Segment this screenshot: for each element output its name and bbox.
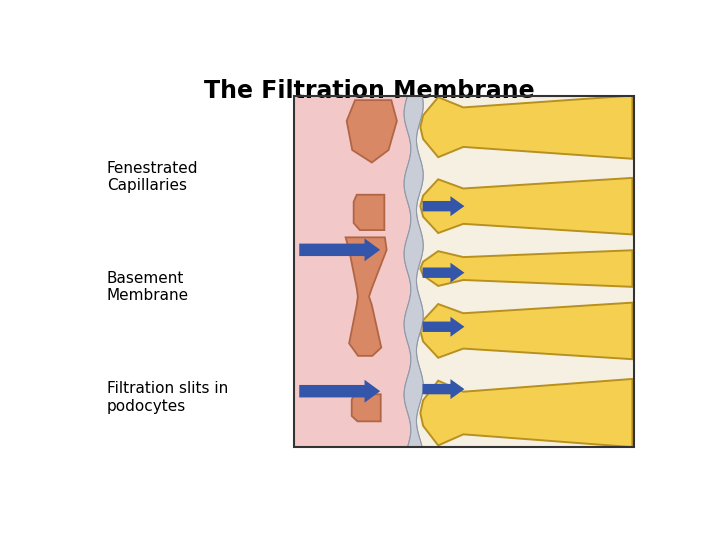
FancyArrow shape (423, 196, 464, 216)
FancyArrow shape (300, 380, 380, 403)
Bar (294, 96, 634, 447)
Polygon shape (420, 379, 632, 447)
Polygon shape (354, 195, 384, 230)
FancyArrow shape (423, 379, 464, 399)
Polygon shape (347, 100, 397, 163)
Text: Basement
Membrane: Basement Membrane (107, 271, 189, 303)
FancyArrow shape (423, 317, 464, 337)
Polygon shape (420, 178, 632, 234)
Polygon shape (404, 96, 423, 447)
Polygon shape (351, 394, 381, 421)
Polygon shape (346, 238, 387, 356)
Text: The Filtration Membrane: The Filtration Membrane (204, 79, 534, 103)
Polygon shape (420, 96, 632, 159)
Text: Filtration slits in
podocytes: Filtration slits in podocytes (107, 381, 228, 414)
Bar (413, 96, 634, 447)
FancyArrow shape (300, 238, 380, 261)
Bar (294, 96, 634, 447)
FancyArrow shape (423, 263, 464, 282)
Polygon shape (404, 96, 423, 447)
Text: Fenestrated
Capillaries: Fenestrated Capillaries (107, 161, 198, 193)
Polygon shape (420, 250, 632, 287)
Polygon shape (420, 302, 632, 359)
Bar (294, 96, 413, 447)
